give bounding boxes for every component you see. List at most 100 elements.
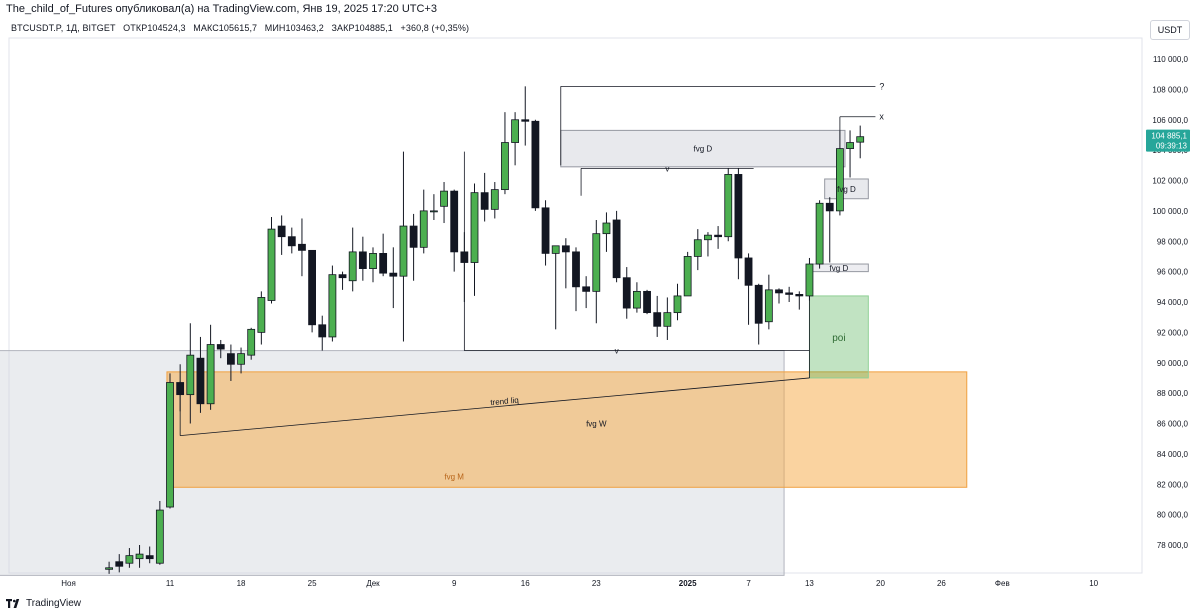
candle[interactable] bbox=[663, 297, 672, 340]
candle-body bbox=[724, 174, 733, 238]
candle[interactable] bbox=[531, 119, 540, 211]
candle[interactable] bbox=[846, 130, 854, 178]
candle[interactable] bbox=[501, 112, 509, 195]
candle[interactable] bbox=[135, 545, 144, 568]
candle[interactable] bbox=[815, 200, 824, 269]
candle[interactable] bbox=[440, 182, 448, 224]
candle[interactable] bbox=[105, 561, 113, 574]
candle[interactable] bbox=[541, 200, 550, 266]
time-tick-label: 26 bbox=[937, 579, 946, 588]
candle-body bbox=[328, 274, 337, 338]
candle[interactable] bbox=[399, 151, 408, 342]
candle[interactable] bbox=[785, 286, 794, 302]
candle[interactable] bbox=[470, 183, 479, 296]
candle[interactable] bbox=[450, 189, 459, 272]
candle-body bbox=[206, 344, 215, 405]
candle[interactable] bbox=[683, 251, 692, 297]
candle[interactable] bbox=[125, 548, 134, 568]
candle[interactable] bbox=[237, 347, 245, 374]
candle[interactable] bbox=[358, 236, 367, 281]
candle[interactable] bbox=[369, 247, 377, 283]
time-tick-label: 25 bbox=[308, 579, 317, 588]
candle[interactable] bbox=[298, 218, 306, 277]
candle[interactable] bbox=[155, 500, 164, 565]
candle-body bbox=[734, 174, 743, 259]
candle[interactable] bbox=[379, 233, 388, 277]
candle[interactable] bbox=[348, 227, 357, 292]
candle-body bbox=[429, 210, 438, 213]
candle[interactable] bbox=[216, 339, 225, 359]
candle[interactable] bbox=[572, 247, 580, 312]
price-tick-label: 98 000,0 bbox=[1157, 237, 1189, 246]
candle[interactable] bbox=[511, 112, 520, 166]
candle[interactable] bbox=[247, 327, 256, 360]
candle-body bbox=[166, 382, 174, 508]
candle[interactable] bbox=[460, 232, 469, 302]
candle[interactable] bbox=[653, 295, 662, 337]
poi-zone[interactable] bbox=[808, 295, 869, 379]
time-tick-label: 13 bbox=[805, 579, 814, 588]
candle[interactable] bbox=[328, 265, 337, 342]
candle[interactable] bbox=[643, 289, 651, 315]
candle[interactable] bbox=[115, 554, 124, 573]
candle[interactable] bbox=[836, 130, 844, 216]
candle[interactable] bbox=[166, 373, 174, 509]
candle[interactable] bbox=[318, 315, 327, 351]
candle[interactable] bbox=[389, 247, 398, 309]
candle[interactable] bbox=[145, 546, 154, 564]
legend-low: МИН103463,2 bbox=[264, 23, 324, 33]
candle[interactable] bbox=[825, 197, 834, 263]
candle[interactable] bbox=[856, 125, 865, 159]
candle[interactable] bbox=[419, 189, 428, 254]
fvg-d-zone-2[interactable] bbox=[824, 178, 869, 200]
fvg-d-zone-1[interactable] bbox=[560, 129, 846, 168]
candle[interactable] bbox=[754, 283, 763, 345]
candle[interactable] bbox=[592, 219, 601, 324]
candle-body bbox=[186, 354, 195, 396]
candle[interactable] bbox=[633, 282, 641, 313]
legend-close: ЗАКР104885,1 bbox=[331, 23, 393, 33]
candle[interactable] bbox=[561, 238, 570, 289]
candle[interactable] bbox=[267, 216, 276, 304]
candle[interactable] bbox=[612, 210, 621, 283]
candle[interactable] bbox=[622, 267, 631, 319]
candle[interactable] bbox=[805, 257, 814, 301]
candle[interactable] bbox=[602, 212, 611, 252]
candle[interactable] bbox=[480, 172, 489, 222]
candle[interactable] bbox=[277, 215, 286, 255]
candle[interactable] bbox=[724, 168, 733, 242]
candle[interactable] bbox=[704, 232, 712, 257]
candle[interactable] bbox=[521, 86, 530, 146]
currency-button[interactable]: USDT bbox=[1150, 20, 1190, 40]
candle[interactable] bbox=[673, 283, 682, 321]
candle[interactable] bbox=[734, 168, 743, 280]
candle[interactable] bbox=[206, 324, 215, 410]
candle[interactable] bbox=[338, 271, 347, 290]
candle[interactable] bbox=[308, 249, 317, 333]
candle[interactable] bbox=[257, 291, 266, 345]
candle[interactable] bbox=[582, 276, 591, 309]
candle-body bbox=[155, 509, 164, 564]
candle[interactable] bbox=[714, 226, 722, 249]
candle[interactable] bbox=[226, 344, 235, 381]
candle[interactable] bbox=[186, 323, 195, 424]
candle[interactable] bbox=[176, 364, 185, 412]
candle[interactable] bbox=[196, 336, 205, 413]
candle-body bbox=[460, 251, 469, 263]
symbol-name[interactable]: BTCUSDT.P, 1Д, BITGET bbox=[11, 23, 116, 33]
candle[interactable] bbox=[409, 213, 418, 281]
candle[interactable] bbox=[429, 194, 438, 220]
candle[interactable] bbox=[490, 182, 499, 219]
price-tick-label: 92 000,0 bbox=[1157, 328, 1189, 337]
candle[interactable] bbox=[551, 245, 560, 330]
trend-liq-line[interactable] bbox=[180, 377, 810, 437]
candle[interactable] bbox=[693, 229, 702, 271]
fvg-w-zone[interactable] bbox=[166, 371, 968, 488]
candle[interactable] bbox=[795, 291, 804, 310]
candle[interactable] bbox=[764, 274, 773, 330]
candle-body bbox=[277, 225, 286, 238]
candle[interactable] bbox=[775, 288, 783, 304]
candle[interactable] bbox=[287, 227, 296, 254]
candle[interactable] bbox=[744, 253, 753, 325]
